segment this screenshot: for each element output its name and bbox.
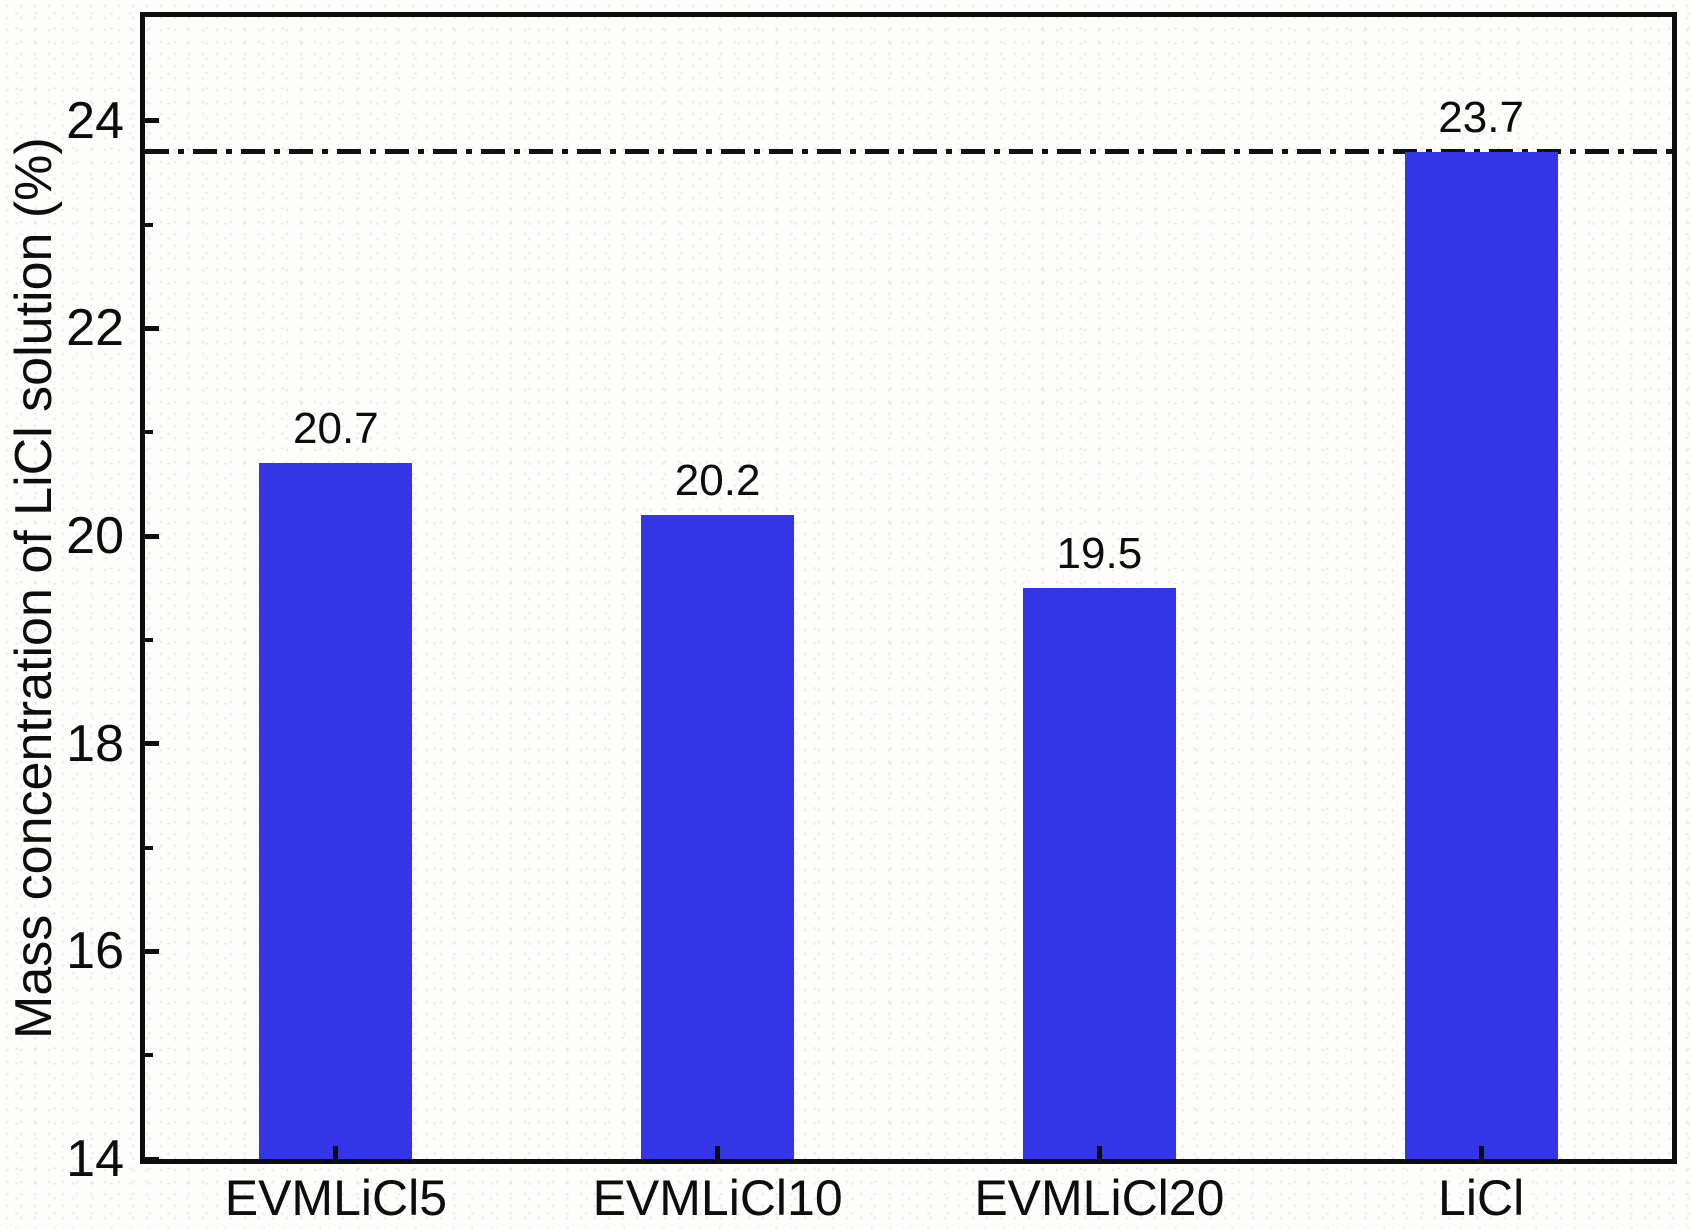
- y-tick-label-20: 20: [66, 507, 124, 566]
- y-axis-major-tick-18: [145, 741, 159, 747]
- y-axis-minor-tick-19: [145, 637, 153, 642]
- y-axis-minor-tick-23: [145, 222, 153, 227]
- reference-dash-dot-line: [145, 149, 1672, 155]
- bar-value-label-EVMLiCl10: 20.2: [674, 456, 761, 506]
- bar-LiCl: [1404, 151, 1558, 1159]
- x-axis-tick-EVMLiCl10: [715, 1146, 721, 1159]
- y-tick-label-14: 14: [66, 1130, 124, 1188]
- x-category-label-EVMLiCl5: EVMLiCl5: [224, 1170, 448, 1226]
- bar-value-label-LiCl: 23.7: [1438, 92, 1524, 142]
- y-axis-title: Mass concentration of LiCl solution (%): [5, 137, 63, 1039]
- bar-EVMLiCl5: [259, 463, 413, 1159]
- bar-EVMLiCl10: [641, 515, 795, 1159]
- y-axis-major-tick-20: [145, 533, 159, 539]
- y-tick-label-22: 22: [66, 299, 124, 358]
- bar-EVMLiCl20: [1022, 588, 1176, 1159]
- x-axis-tick-LiCl: [1478, 1146, 1484, 1159]
- y-tick-label-18: 18: [66, 714, 124, 773]
- y-axis-minor-tick-21: [145, 430, 153, 435]
- y-axis-major-tick-16: [145, 948, 159, 954]
- y-tick-label-16: 16: [66, 922, 124, 981]
- x-category-label-EVMLiCl10: EVMLiCl10: [592, 1170, 843, 1226]
- x-axis-tick-EVMLiCl5: [333, 1146, 339, 1159]
- x-category-label-LiCl: LiCl: [1438, 1170, 1525, 1226]
- x-axis-tick-EVMLiCl20: [1096, 1146, 1102, 1159]
- y-tick-label-24: 24: [66, 91, 124, 150]
- y-axis-major-tick-24: [145, 118, 159, 124]
- y-axis-major-tick-22: [145, 325, 159, 331]
- y-axis-minor-tick-17: [145, 845, 153, 850]
- plot-area: 20.7 20.2 19.5 23.7: [140, 12, 1677, 1164]
- y-axis-major-tick-14: [145, 1156, 159, 1162]
- bar-value-label-EVMLiCl5: 20.7: [293, 404, 379, 454]
- bar-value-label-EVMLiCl20: 19.5: [1056, 529, 1143, 578]
- y-axis-minor-tick-15: [145, 1053, 153, 1058]
- x-category-label-EVMLiCl20: EVMLiCl20: [974, 1170, 1225, 1226]
